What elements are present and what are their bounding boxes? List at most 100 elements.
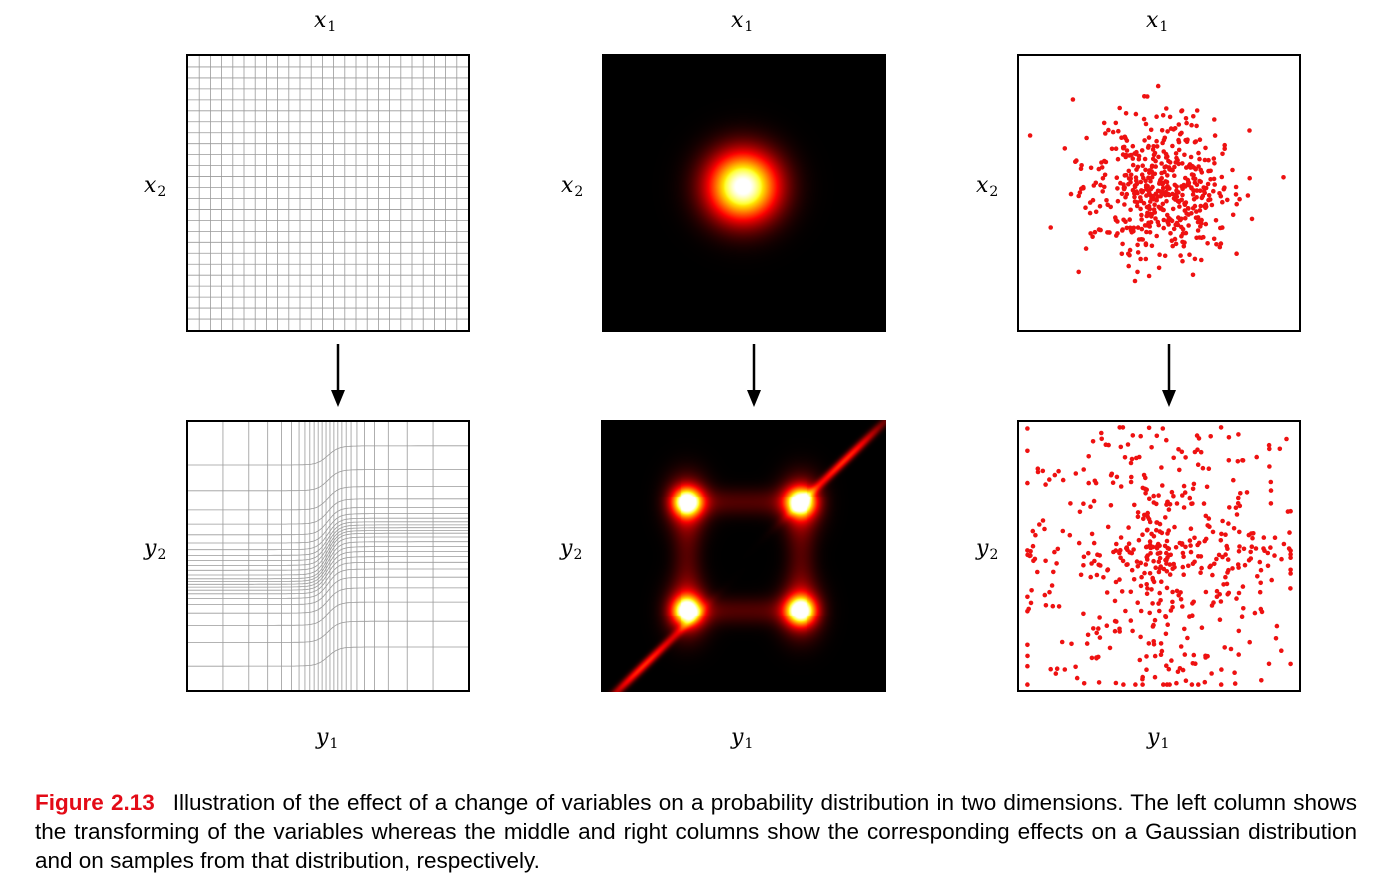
sample-point [1143,167,1148,173]
sample-point [1140,532,1145,537]
sample-point [1043,603,1049,608]
sample-point [1043,482,1048,487]
sample-point [1050,603,1056,609]
sample-point [1222,142,1227,148]
sample-point [1157,566,1163,571]
sample-point [1225,592,1230,597]
sample-point [1053,671,1059,676]
sample-point [1279,556,1284,562]
sample-point [1175,669,1181,674]
sample-point [1180,226,1186,232]
sample-point [1221,582,1226,587]
sample-point [1165,219,1170,225]
sample-point [1194,182,1200,188]
sample-point [1137,657,1143,663]
sample-point [1134,189,1139,194]
sample-point [1151,144,1156,149]
sample-point [1164,198,1169,204]
sample-point [1224,581,1230,587]
sample-point [1156,265,1162,271]
sample-point [1212,161,1217,166]
sample-point [1250,535,1255,541]
sample-point [1252,610,1258,616]
sample-point [1109,471,1115,477]
sample-point [1266,661,1272,667]
col1-bottom-x-label: y1 [316,725,339,752]
sample-point [1140,163,1145,168]
sample-point [1202,203,1207,209]
sample-point [1198,203,1203,209]
sample-point [1188,526,1194,531]
sample-point [1040,518,1046,523]
sample-point [1196,164,1201,169]
sample-point [1135,225,1141,230]
sample-point [1234,201,1239,207]
sample-point [1138,560,1143,566]
sample-point [1184,120,1189,126]
sample-point [1166,158,1171,164]
sample-point [1217,191,1222,196]
sample-point [1162,253,1168,259]
sample-point [1086,480,1091,486]
sample-point [1267,464,1272,469]
sample-point [1230,212,1236,218]
sample-point [1183,175,1188,181]
sample-point [1173,545,1179,550]
sample-point [1073,664,1078,670]
sample-point [1091,498,1097,504]
sample-point [1184,165,1189,170]
sample-point [1214,242,1219,247]
sample-point [1096,626,1101,631]
sample-point [1214,588,1220,594]
sample-point [1154,233,1159,239]
sample-point [1138,634,1143,640]
sample-point [1025,653,1030,659]
sample-point [1151,642,1157,647]
sample-point [1253,546,1259,551]
sample-point [1230,566,1235,571]
sample-point [1130,433,1136,438]
sample-point [1188,543,1193,548]
sample-point [1288,571,1293,576]
sample-point [1128,460,1134,466]
sample-point [1147,539,1153,544]
sample-point [1151,622,1156,628]
sample-point [1203,185,1209,191]
sample-point [1093,480,1099,486]
sample-point [1102,158,1107,164]
sample-point [1113,120,1119,126]
sample-point [1190,486,1196,492]
sample-point [1033,532,1038,538]
sample-point [1145,553,1150,558]
sample-point [1040,468,1046,474]
sample-point [1156,601,1161,606]
sample-point [1199,625,1205,630]
sample-point [1257,589,1263,595]
grid-curve [188,532,468,576]
sample-point [1268,545,1273,550]
sample-point [1122,202,1127,207]
sample-point [1130,187,1136,193]
sample-point [1246,558,1252,563]
sample-point [1154,520,1159,525]
sample-point [1225,557,1231,562]
sample-point [1181,554,1186,559]
sample-point [1241,606,1246,611]
sample-point [1156,493,1161,498]
sample-point [1194,209,1199,214]
sample-point [1168,231,1173,236]
sample-point [1223,532,1228,537]
sample-point [1164,437,1169,443]
sample-point [1133,175,1139,180]
sample-point [1125,442,1131,447]
sample-point [1180,258,1185,264]
sample-point [1159,176,1164,181]
sample-point [1208,434,1213,439]
sample-point [1124,225,1130,231]
sample-point [1094,630,1099,636]
sample-point [1268,501,1274,506]
sample-point [1236,590,1242,596]
sample-point [1131,547,1136,552]
sample-point [1191,481,1197,487]
sample-point [1236,628,1242,634]
